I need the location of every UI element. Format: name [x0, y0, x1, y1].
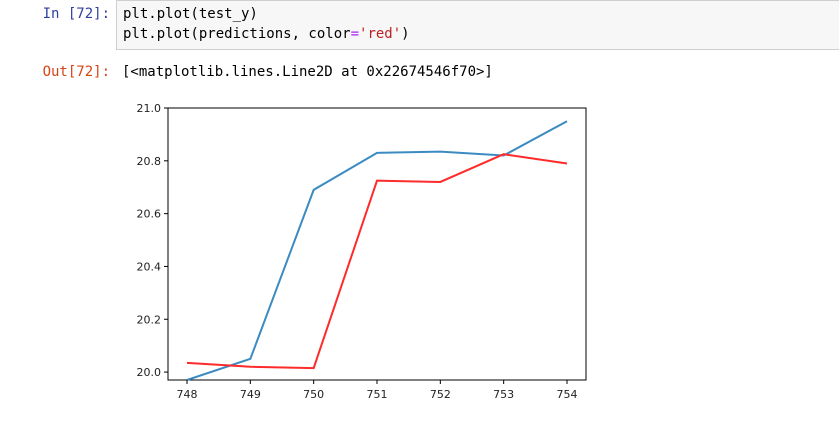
input-prompt: In [72]: — [42, 6, 110, 22]
input-cell[interactable]: In [72]: plt.plot(test_y) plt.plot(predic… — [0, 0, 839, 50]
x-tick-label: 751 — [367, 388, 388, 401]
y-tick-label: 20.6 — [137, 208, 162, 221]
x-tick-label: 753 — [493, 388, 514, 401]
y-tick-label: 20.8 — [137, 155, 162, 168]
y-axis: 20.0 20.2 20.4 20.6 20.8 21.0 — [137, 102, 168, 379]
code-token: plt.plot(test_y) — [123, 6, 258, 22]
series-line-1 — [186, 153, 568, 370]
y-tick-label: 21.0 — [137, 102, 162, 115]
plot-frame — [167, 107, 587, 381]
code-token: 'red' — [359, 26, 402, 42]
x-tick-label: 750 — [303, 388, 324, 401]
output-text: [<matplotlib.lines.Line2D at 0x22674546f… — [122, 64, 493, 80]
code-line: plt.plot(predictions, color='red') — [123, 24, 839, 44]
x-axis: 748 749 750 751 752 753 754 — [177, 380, 578, 401]
line-chart: 748 749 750 751 752 753 754 20.020.220.420.620… — [137, 102, 587, 401]
code-editor[interactable]: plt.plot(test_y) plt.plot(predictions, co… — [116, 0, 839, 50]
x-tick-label: 752 — [430, 388, 451, 401]
code-line: plt.plot(test_y) — [123, 4, 839, 24]
y-tick-label: 20.4 — [137, 260, 162, 273]
code-token: = — [350, 26, 360, 42]
y-tick-label: 20.0 — [137, 366, 162, 379]
code-token: plt.plot(predictions, color — [123, 26, 351, 42]
code-token: ) — [401, 26, 410, 42]
x-tick-label: 748 — [177, 388, 198, 401]
x-tick-label: 754 — [557, 388, 578, 401]
y-tick-label: 20.2 — [137, 313, 162, 326]
output-prompt: Out[72]: — [42, 64, 110, 80]
series-line-0 — [186, 120, 568, 381]
x-tick-label: 749 — [240, 388, 261, 401]
series-group — [186, 120, 568, 381]
